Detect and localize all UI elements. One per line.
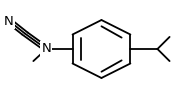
Text: N: N xyxy=(42,43,51,55)
Text: N: N xyxy=(4,15,14,28)
